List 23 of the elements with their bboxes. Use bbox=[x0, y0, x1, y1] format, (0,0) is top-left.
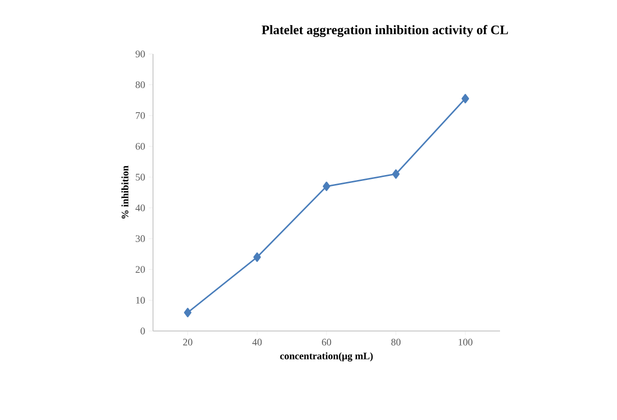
point bbox=[392, 169, 400, 179]
x-tick-label: 80 bbox=[391, 338, 401, 346]
y-tick-label: 60 bbox=[136, 142, 145, 150]
point bbox=[462, 94, 470, 104]
x-tick-label: 40 bbox=[252, 338, 262, 346]
x-tick-label: 60 bbox=[322, 338, 332, 346]
y-tick-label: 0 bbox=[140, 328, 145, 334]
point bbox=[184, 308, 192, 318]
x-tick-label: 20 bbox=[183, 338, 192, 346]
y-tick-label: 90 bbox=[136, 50, 145, 58]
point bbox=[322, 182, 330, 192]
y-axis-title: % inhibition bbox=[121, 166, 128, 218]
y-tick-label: 20 bbox=[136, 266, 145, 273]
x-axis-title: concentration(μg mL) bbox=[280, 352, 373, 362]
x-tick-label: 100 bbox=[458, 338, 472, 346]
point bbox=[253, 252, 261, 262]
y-tick-label: 50 bbox=[136, 174, 145, 180]
y-tick-label: 80 bbox=[136, 81, 145, 88]
chart-title: Platelet aggregation inhibition activity of CL bbox=[262, 25, 508, 37]
y-tick-label: 30 bbox=[136, 235, 145, 242]
y-tick-label: 40 bbox=[135, 204, 145, 212]
y-tick-label: 70 bbox=[136, 112, 145, 119]
y-tick-label: 10 bbox=[136, 296, 145, 304]
